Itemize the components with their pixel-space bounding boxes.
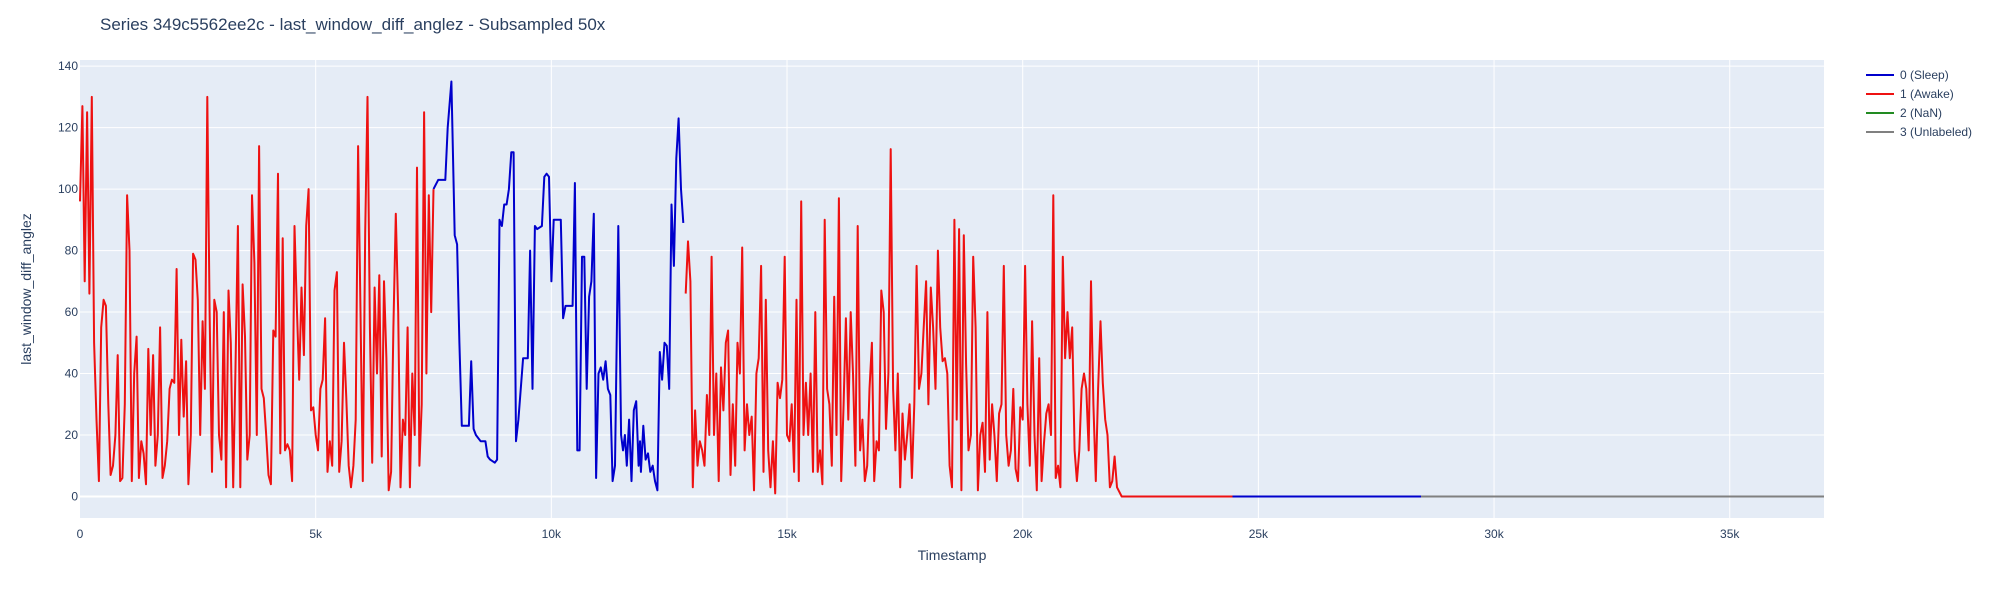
legend-item-2[interactable]: 2 (NaN) xyxy=(1866,106,1942,120)
x-tick-label: 5k xyxy=(309,527,323,541)
x-tick-label: 10k xyxy=(542,527,562,541)
legend-item-0[interactable]: 0 (Sleep) xyxy=(1866,68,1949,82)
legend-label: 1 (Awake) xyxy=(1900,87,1954,101)
y-axis-ticks: 0 20 40 60 80 100 120 140 xyxy=(58,59,78,503)
x-tick-label: 35k xyxy=(1720,527,1740,541)
x-gridlines xyxy=(315,60,1731,518)
y-axis-title: last_window_diff_anglez xyxy=(18,213,34,365)
legend-label: 2 (NaN) xyxy=(1900,106,1942,120)
x-tick-label: 15k xyxy=(777,527,797,541)
legend-item-1[interactable]: 1 (Awake) xyxy=(1866,87,1954,101)
series-line-0-segment-0 xyxy=(432,80,685,492)
x-tick-label: 25k xyxy=(1249,527,1269,541)
chart-title: Series 349c5562ee2c - last_window_diff_a… xyxy=(100,15,606,34)
y-tick-label: 20 xyxy=(65,428,79,442)
series-line-1-segment-1 xyxy=(684,148,1233,498)
legend[interactable]: 0 (Sleep) 1 (Awake) 2 (NaN) 3 (Unlabeled) xyxy=(1866,68,1972,139)
y-tick-label: 40 xyxy=(65,367,79,381)
y-tick-label: 80 xyxy=(65,244,79,258)
y-tick-label: 0 xyxy=(71,489,78,503)
legend-label: 3 (Unlabeled) xyxy=(1900,125,1972,139)
y-tick-label: 60 xyxy=(65,305,79,319)
x-tick-label: 0 xyxy=(77,527,84,541)
x-tick-label: 30k xyxy=(1484,527,1504,541)
legend-label: 0 (Sleep) xyxy=(1900,68,1949,82)
series-line-1-segment-0 xyxy=(79,95,435,492)
y-tick-label: 140 xyxy=(58,59,78,73)
y-tick-label: 100 xyxy=(58,182,78,196)
legend-item-3[interactable]: 3 (Unlabeled) xyxy=(1866,125,1972,139)
x-axis-ticks: 0 5k 10k 15k 20k 25k 30k 35k xyxy=(77,527,1741,541)
series-lines xyxy=(79,80,1824,498)
x-axis-title: Timestamp xyxy=(918,547,987,563)
y-tick-label: 120 xyxy=(58,121,78,135)
x-tick-label: 20k xyxy=(1013,527,1033,541)
